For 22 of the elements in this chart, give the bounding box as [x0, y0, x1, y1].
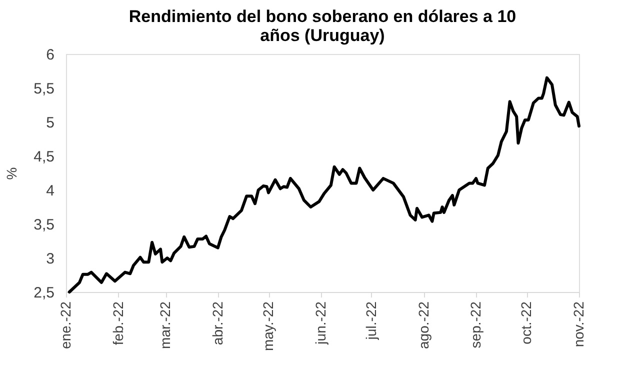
y-tick-label: 2,5	[34, 284, 54, 302]
x-tick-label: ago.-22	[415, 301, 432, 349]
x-tick-label: nov.-22	[570, 301, 586, 348]
x-tick-label: feb.-22	[110, 301, 126, 346]
y-tick-label: 4	[46, 182, 54, 200]
y-tick-label: 4,5	[34, 148, 54, 166]
x-tick-label: may.-22	[260, 301, 276, 352]
x-tick-label: jun.-22	[312, 301, 328, 346]
y-axis-title: %	[4, 167, 20, 180]
y-tick-label: 3,5	[34, 216, 54, 234]
x-tick-label: sep.-22	[468, 301, 484, 348]
y-tick-label: 3	[46, 250, 54, 268]
x-tick-label: mar.-22	[157, 301, 174, 349]
x-tick-label: ene.-22	[58, 301, 74, 349]
line-series	[68, 76, 580, 294]
x-tick-label: abr.-22	[209, 301, 226, 346]
y-tick-label: 6	[46, 46, 54, 64]
chart-title: Rendimiento del bono soberano en dólares a 10 años (Uruguay)	[128, 7, 516, 45]
y-tick-label: 5,5	[34, 80, 54, 98]
y-tick-label: 5	[46, 114, 54, 132]
x-tick-label: jul.-22	[362, 301, 379, 341]
x-tick-label: oct.-22	[518, 301, 534, 344]
